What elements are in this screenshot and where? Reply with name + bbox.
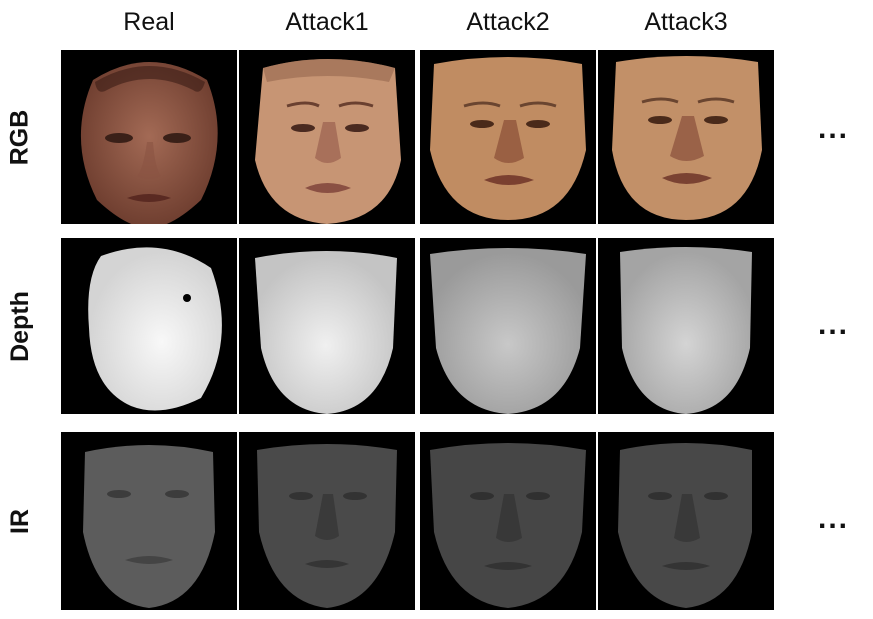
column-header-attack2: Attack2 [466, 8, 550, 36]
ellipsis-ir: ... [818, 502, 850, 535]
depth-attack3-face-image [598, 238, 774, 414]
depth-real-face-image [61, 238, 237, 414]
ir-attack2-face-image [420, 432, 596, 610]
depth-attack1-face-image [239, 238, 415, 414]
row-label-depth: Depth [5, 290, 34, 362]
rgb-attack1-face-image [239, 50, 415, 224]
column-header-attack3: Attack3 [644, 8, 728, 36]
ir-real-face-image [61, 432, 237, 610]
ir-attack1-face-image [239, 432, 415, 610]
depth-attack2-face-image [420, 238, 596, 414]
row-label-rgb: RGB [5, 109, 34, 165]
row-label-ir: IR [5, 508, 34, 534]
column-header-attack1: Attack1 [285, 8, 369, 36]
ellipsis-rgb: ... [818, 112, 850, 145]
ellipsis-depth: ... [818, 308, 850, 341]
rgb-real-face-image [61, 50, 237, 224]
rgb-attack2-face-image [420, 50, 596, 224]
column-header-real: Real [123, 8, 175, 36]
rgb-attack3-face-image [598, 50, 774, 224]
ir-attack3-face-image [598, 432, 774, 610]
